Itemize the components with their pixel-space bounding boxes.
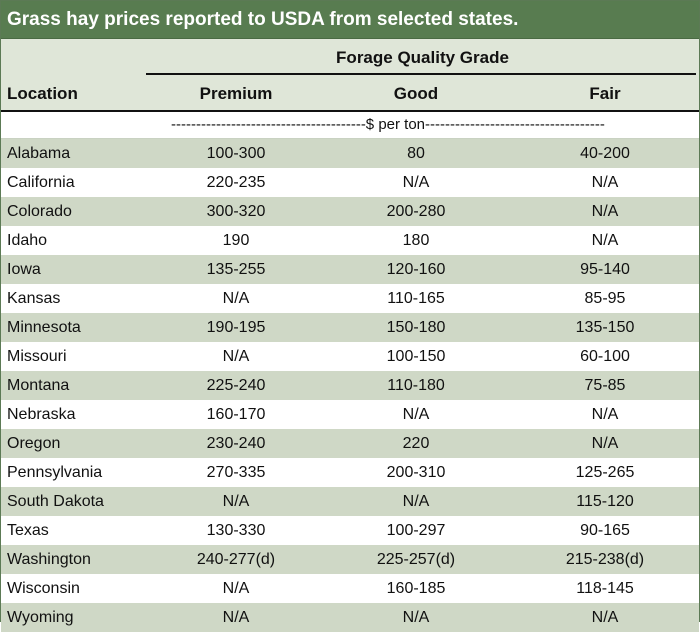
table-header: Forage Quality Grade Location Premium Go… [1, 39, 699, 112]
cell-location: Idaho [7, 232, 48, 249]
cell-location: California [7, 174, 75, 191]
cell-good: N/A [402, 609, 430, 626]
cell-good: 110-165 [387, 290, 445, 307]
table-row: Washington 240-277(d) 225-257(d) 215-238(d) [1, 545, 699, 574]
group-rule [146, 73, 696, 75]
cell-good: 100-297 [386, 522, 446, 539]
cell-good: 100-150 [386, 348, 446, 365]
table-body: Alabama 100-300 80 40-200 California 220-235 N… [1, 139, 699, 632]
cell-good: N/A [402, 493, 430, 510]
cell-location: Wisconsin [7, 580, 80, 597]
cell-location: Missouri [7, 348, 67, 365]
cell-premium: 135-255 [206, 261, 266, 278]
units-row: ---------------------------------------$… [1, 112, 699, 139]
cell-premium: N/A [222, 493, 250, 510]
column-header-good: Good [393, 84, 439, 103]
cell-fair: N/A [591, 406, 619, 423]
table-title: Grass hay prices reported to USDA from s… [1, 1, 699, 39]
cell-good: 220 [402, 435, 430, 452]
cell-fair: 90-165 [580, 522, 630, 539]
cell-good: 110-180 [387, 377, 445, 394]
cell-location: Texas [7, 522, 49, 539]
table-row: Texas 130-330 100-297 90-165 [1, 516, 699, 545]
table-row: Colorado 300-320 200-280 N/A [1, 197, 699, 226]
cell-fair: 115-120 [576, 493, 634, 510]
cell-premium: 160-170 [206, 406, 266, 423]
units-label: ---------------------------------------$… [171, 116, 605, 133]
column-header-premium: Premium [199, 84, 273, 103]
cell-location: Washington [7, 551, 91, 568]
table-row: Idaho 190 180 N/A [1, 226, 699, 255]
cell-fair: N/A [591, 174, 619, 191]
cell-premium: 100-300 [206, 145, 266, 162]
cell-fair: 75-85 [584, 377, 626, 394]
cell-location: Alabama [7, 145, 71, 162]
cell-good: 150-180 [386, 319, 446, 336]
cell-location: Colorado [7, 203, 72, 220]
cell-fair: 135-150 [575, 319, 635, 336]
cell-premium: 270-335 [206, 464, 266, 481]
cell-premium: 190 [222, 232, 250, 249]
cell-good: 200-310 [386, 464, 446, 481]
cell-good: 160-185 [386, 580, 446, 597]
cell-good: N/A [402, 174, 430, 191]
group-label: Forage Quality Grade [336, 48, 509, 67]
column-header-fair: Fair [589, 84, 621, 103]
cell-location: Nebraska [7, 406, 76, 423]
cell-premium: 240-277(d) [196, 551, 276, 568]
column-headers: Location Premium Good Fair [1, 80, 699, 108]
cell-fair: 125-265 [575, 464, 635, 481]
cell-premium: 300-320 [206, 203, 266, 220]
table-row: Montana 225-240 110-180 75-85 [1, 371, 699, 400]
cell-premium: N/A [222, 609, 250, 626]
cell-location: Wyoming [7, 609, 74, 626]
cell-premium: 190-195 [206, 319, 266, 336]
header-rule [1, 110, 699, 112]
cell-fair: 40-200 [580, 145, 630, 162]
cell-good: N/A [402, 406, 430, 423]
table-row: California 220-235 N/A N/A [1, 168, 699, 197]
cell-location: Minnesota [7, 319, 81, 336]
cell-fair: 85-95 [584, 290, 626, 307]
cell-fair: 60-100 [580, 348, 630, 365]
cell-good: 80 [407, 145, 425, 162]
table-row: Kansas N/A 110-165 85-95 [1, 284, 699, 313]
cell-fair: N/A [591, 609, 619, 626]
cell-premium: N/A [222, 348, 250, 365]
table-row: Oregon 230-240 220 N/A [1, 429, 699, 458]
cell-premium: 225-240 [206, 377, 266, 394]
cell-good: 225-257(d) [376, 551, 456, 568]
cell-location: Montana [7, 377, 70, 394]
cell-premium: N/A [222, 290, 250, 307]
cell-location: Iowa [7, 261, 41, 278]
cell-location: Kansas [7, 290, 61, 307]
cell-premium: N/A [222, 580, 250, 597]
cell-location: Pennsylvania [7, 464, 103, 481]
cell-premium: 220-235 [206, 174, 266, 191]
table-row: Nebraska 160-170 N/A N/A [1, 400, 699, 429]
cell-good: 200-280 [386, 203, 446, 220]
table-row: South Dakota N/A N/A 115-120 [1, 487, 699, 516]
cell-fair: N/A [591, 232, 619, 249]
cell-fair: 215-238(d) [565, 551, 645, 568]
table-row: Wisconsin N/A 160-185 118-145 [1, 574, 699, 603]
cell-fair: 95-140 [580, 261, 630, 278]
table-row: Minnesota 190-195 150-180 135-150 [1, 313, 699, 342]
cell-fair: N/A [591, 203, 619, 220]
cell-premium: 130-330 [206, 522, 266, 539]
cell-fair: N/A [591, 435, 619, 452]
cell-location: Oregon [7, 435, 61, 452]
cell-fair: 118-145 [576, 580, 634, 597]
cell-location: South Dakota [7, 493, 104, 510]
cell-premium: 230-240 [206, 435, 266, 452]
cell-good: 120-160 [386, 261, 446, 278]
table-row: Pennsylvania 270-335 200-310 125-265 [1, 458, 699, 487]
table-row: Iowa 135-255 120-160 95-140 [1, 255, 699, 284]
table-row: Alabama 100-300 80 40-200 [1, 139, 699, 168]
table-row: Wyoming N/A N/A N/A [1, 603, 699, 632]
table-row: Missouri N/A 100-150 60-100 [1, 342, 699, 371]
cell-good: 180 [402, 232, 430, 249]
column-header-location: Location [7, 84, 78, 103]
